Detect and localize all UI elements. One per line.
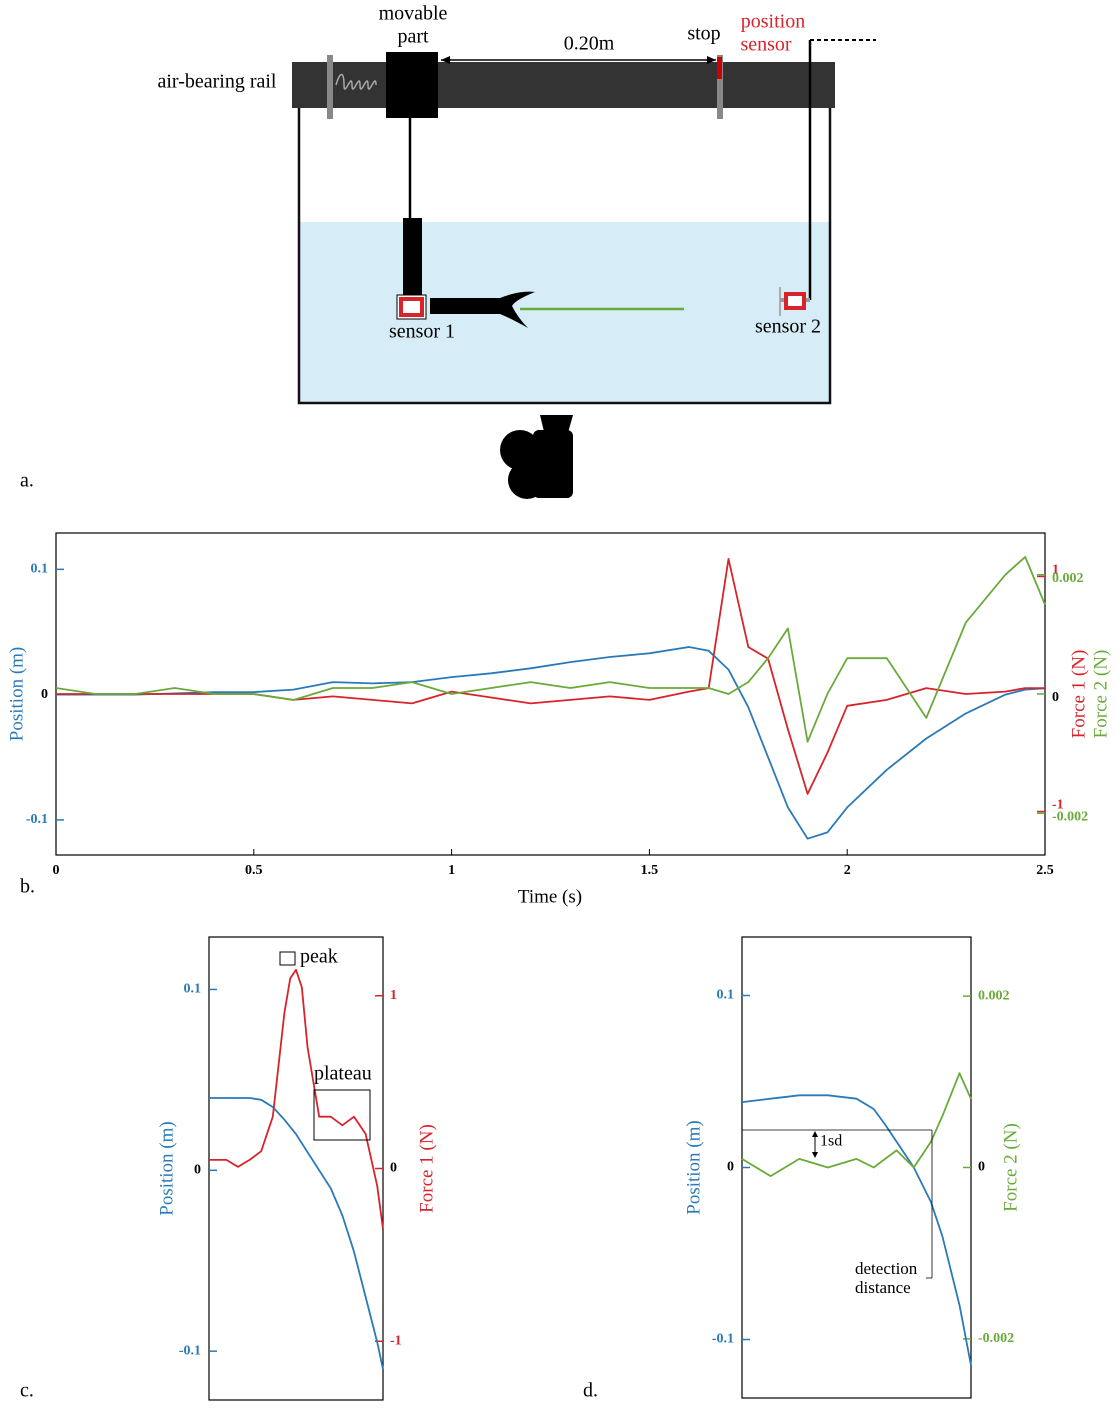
sensor-1 <box>399 297 424 317</box>
axis-label: Position (m) <box>683 1120 704 1214</box>
panel-label: d. <box>583 1380 598 1402</box>
arrow-head <box>812 1152 818 1158</box>
fish-model <box>430 291 535 328</box>
chart: c. -0.1 0 0.1 Position (m) -1 0 1 Force 1 (N) <box>20 936 437 1402</box>
axis-label: Position (m) <box>156 1121 177 1215</box>
plateau-box <box>313 1089 371 1141</box>
x-tick-label: 1.5 <box>641 863 659 878</box>
arrow-head <box>707 56 716 64</box>
panel-label: a. <box>20 470 34 492</box>
arrow-head <box>441 56 450 64</box>
panel-label: b. <box>20 876 35 898</box>
y-tick-label: 0.1 <box>31 562 49 577</box>
y2-tick-label: 0 <box>390 1161 397 1176</box>
y2-tick-label: -0.002 <box>978 1331 1014 1346</box>
movable-part <box>386 52 438 118</box>
y3-tick-label: 0.002 <box>1052 571 1084 586</box>
label: part <box>397 26 429 48</box>
y2-tick-label: 0.002 <box>978 988 1010 1003</box>
y-tick-label: -0.1 <box>179 1343 201 1358</box>
series-line <box>741 1072 972 1177</box>
label: 0.20m <box>564 33 615 55</box>
plot-frame <box>741 936 972 1399</box>
y-tick-label: 0.1 <box>184 982 202 997</box>
series-line <box>55 556 1046 743</box>
series-line <box>209 968 384 1230</box>
axis-label: Force 1 (N) <box>1068 650 1089 739</box>
axis-label: Force 1 (N) <box>416 1124 437 1213</box>
y2-tick-label: 1 <box>390 988 397 1003</box>
y2-tick-label: 1 <box>1052 563 1059 578</box>
rod-thick <box>403 218 422 298</box>
y-tick-label: 0 <box>41 687 48 702</box>
stop-sensor <box>717 57 722 79</box>
y3-tick-label: 0 <box>1052 690 1059 705</box>
axis-label: Position (m) <box>6 647 27 741</box>
annotation: 1sd <box>820 1133 842 1150</box>
label: sensor 2 <box>755 316 821 338</box>
y2-tick-label: -1 <box>1052 798 1064 813</box>
label: sensor <box>740 34 791 56</box>
label: sensor 1 <box>389 321 455 343</box>
annotation: detection <box>855 1259 918 1278</box>
series-line <box>741 1094 972 1366</box>
axis-label: Force 2 (N) <box>1000 1123 1021 1212</box>
y-tick-label: 0 <box>194 1163 201 1178</box>
stop-post <box>717 55 723 119</box>
x-tick-label: 0 <box>53 863 60 878</box>
series-line <box>56 558 1045 795</box>
label: position <box>741 11 805 33</box>
y2-tick-label: -1 <box>390 1333 402 1348</box>
y-tick-label: 0.1 <box>717 988 735 1003</box>
chart: b. -0.1 0 0.1 Position (m) -1 1 Force 1 (N) -0.0… <box>6 532 1111 907</box>
y-tick-label: 0 <box>727 1160 734 1175</box>
y3-tick-label: -0.002 <box>1052 809 1088 824</box>
y-tick-label: -0.1 <box>712 1332 734 1347</box>
x-tick-label: 2 <box>844 863 851 878</box>
sensor-2 <box>784 292 806 310</box>
tank <box>297 108 832 405</box>
label: movable <box>379 3 448 25</box>
annotation: plateau <box>314 1063 372 1085</box>
axis-label: Force 2 (N) <box>1090 650 1111 739</box>
peak-box <box>279 951 296 966</box>
chart: d. -0.1 0 0.1 Position (m) -0.002 0 0.002 Force … <box>583 936 1021 1402</box>
x-tick-label: 0.5 <box>245 863 263 878</box>
rail <box>292 62 835 108</box>
post <box>327 55 333 119</box>
water <box>299 222 830 403</box>
x-tick-label: 1 <box>448 863 455 878</box>
annotation: distance <box>855 1278 911 1297</box>
panel-label: c. <box>20 1380 34 1402</box>
camera <box>500 415 573 499</box>
axis-label: Time (s) <box>518 886 582 907</box>
series-line <box>209 1097 384 1370</box>
x-tick-label: 2.5 <box>1036 863 1054 878</box>
label: air-bearing rail <box>158 71 277 93</box>
y2-tick-label: 0 <box>978 1160 985 1175</box>
annotation: peak <box>300 946 338 968</box>
series-line <box>56 646 1046 840</box>
setup-diagram: movable part 0.20m stop position sensor … <box>20 3 876 499</box>
label: stop <box>687 23 720 45</box>
arrow-head <box>812 1131 818 1137</box>
y-tick-label: -0.1 <box>26 812 48 827</box>
plot-frame <box>208 936 384 1401</box>
spring <box>335 73 377 90</box>
